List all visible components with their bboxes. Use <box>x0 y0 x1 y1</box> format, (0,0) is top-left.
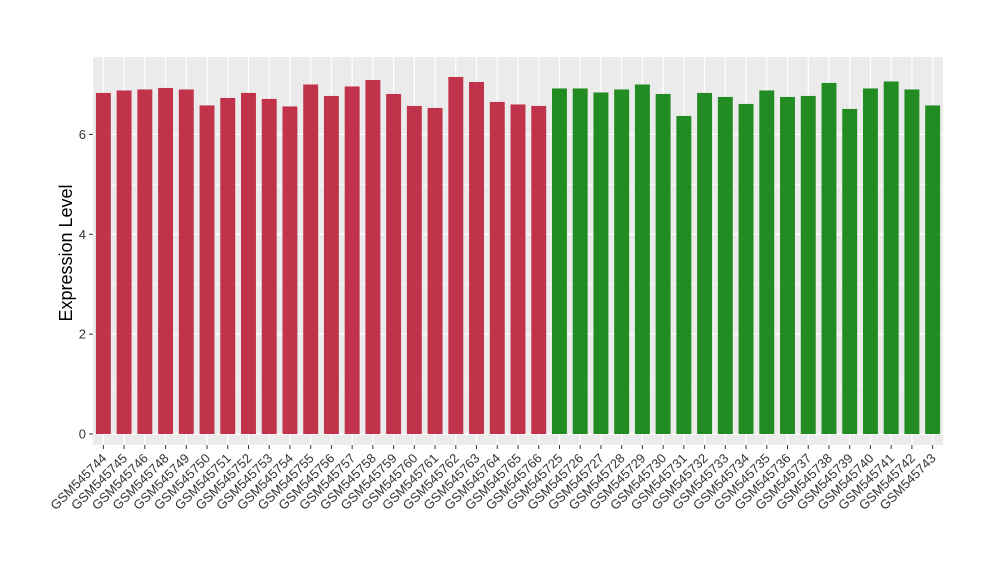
bar <box>178 89 194 435</box>
bar <box>883 81 899 435</box>
bar <box>427 107 443 435</box>
y-tick-label: 2 <box>79 327 86 342</box>
bar <box>925 105 941 435</box>
bar <box>386 93 402 435</box>
bar <box>780 96 795 435</box>
bar <box>220 97 236 435</box>
bar <box>552 88 567 435</box>
bar <box>614 89 630 435</box>
bar <box>323 95 339 435</box>
bar <box>655 93 671 435</box>
bar <box>303 84 319 435</box>
bar <box>199 105 215 435</box>
bar <box>634 84 650 435</box>
y-tick-label: 4 <box>79 227 86 242</box>
bar <box>116 90 132 435</box>
bar <box>344 86 360 435</box>
bar <box>862 88 878 435</box>
bar <box>365 79 381 435</box>
bar <box>800 95 816 435</box>
bar <box>241 92 256 435</box>
bar <box>697 92 713 435</box>
y-tick-label: 0 <box>79 427 86 442</box>
bar <box>738 103 754 435</box>
bar <box>842 108 858 435</box>
bar <box>95 92 111 435</box>
bar <box>759 90 775 435</box>
bar <box>510 104 526 435</box>
bars <box>95 76 941 435</box>
bar <box>469 81 484 435</box>
y-tick-label: 6 <box>79 127 86 142</box>
x-axis: GSM545744GSM545745GSM545746GSM545748GSM5… <box>47 445 939 513</box>
bar <box>821 82 837 435</box>
bar <box>158 87 174 435</box>
bar <box>572 88 588 435</box>
bar <box>593 92 609 435</box>
bar <box>489 101 505 435</box>
bar <box>406 105 422 435</box>
bar <box>676 115 692 435</box>
bar <box>137 89 153 435</box>
bar <box>261 98 277 435</box>
y-axis: 0 2 4 6 <box>79 127 93 442</box>
bar <box>282 106 298 435</box>
y-axis-title: Expression Level <box>56 184 76 321</box>
bar <box>717 96 733 435</box>
bar <box>904 89 920 435</box>
bar <box>448 76 464 435</box>
bar <box>531 105 547 435</box>
